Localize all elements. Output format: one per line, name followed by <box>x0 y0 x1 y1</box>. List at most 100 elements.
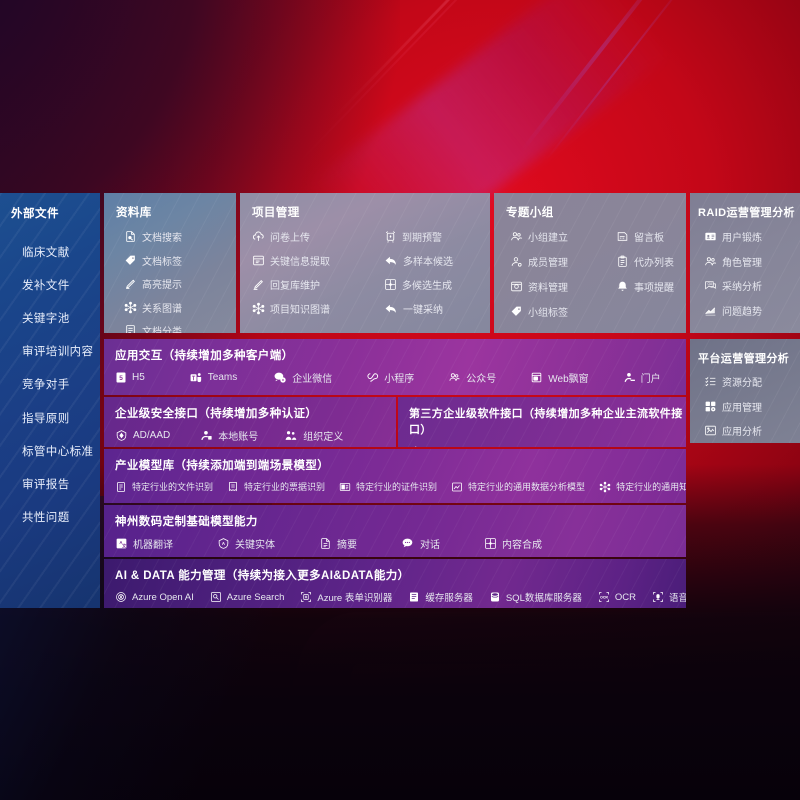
tile-application-analysis[interactable]: 应用分析 <box>704 423 800 438</box>
tile-material-management[interactable]: 资料管理 <box>510 279 616 294</box>
extract-window-icon <box>252 254 265 267</box>
tile-official-account[interactable]: 公众号 <box>448 370 496 385</box>
idcard-recognize-icon <box>339 481 351 493</box>
tile-summary[interactable]: 摘要 <box>319 536 357 551</box>
tile-local-account[interactable]: 本地账号 <box>200 428 258 443</box>
band-client-interaction: 应用交互（持续增加多种客户端） 5 H5 Teams 企业微信 小程序 公众号 <box>104 339 686 395</box>
tile-relation-graph[interactable]: 关系图谱 <box>124 300 236 315</box>
tile-label: 资源分配 <box>722 378 762 389</box>
tile-web-float-window[interactable]: Web飘窗 <box>530 370 589 385</box>
tile-key-info-extract[interactable]: 关键信息提取 <box>252 253 384 268</box>
tile-label: 一键采纳 <box>403 305 443 316</box>
tile-label: 特定行业的票据识别 <box>244 482 326 492</box>
tile-issue-trend[interactable]: 问题趋势 <box>704 303 800 318</box>
sidebar-item-competitors[interactable]: 竞争对手 <box>22 379 70 392</box>
panel-project-management: 项目管理 问卷上传 到期预警 点赞感谢 关键信息提取 多样本候选 <box>240 193 490 333</box>
trend-chart-icon <box>704 304 717 317</box>
panel-platform-list: 资源分配 应用管理 应用分析 <box>690 366 800 438</box>
tile-todo-list[interactable]: 代办列表 <box>616 254 686 269</box>
highlight-pen-icon <box>124 277 137 290</box>
tile-ocr[interactable]: OCR OCR <box>598 591 636 603</box>
tile-teams[interactable]: Teams <box>189 371 237 384</box>
graph-network-icon <box>124 301 137 314</box>
tile-org-definition[interactable]: 组织定义 <box>284 428 343 443</box>
id-card-icon <box>704 230 717 243</box>
bell-icon <box>616 280 629 293</box>
tile-questionnaire-upload[interactable]: 问卷上传 <box>252 229 384 244</box>
sidebar-item-common-issues[interactable]: 共性问题 <box>22 512 70 525</box>
reply-arrow-icon <box>384 254 398 267</box>
tile-message-board[interactable]: 留言板 <box>616 229 686 244</box>
tile-group-tag[interactable]: 小组标签 <box>510 304 616 319</box>
tile-label: 特定行业的通用知识图谱模型 <box>616 482 686 492</box>
sidebar-item-standards-center[interactable]: 标管中心标准 <box>22 445 94 458</box>
tile-knowledge-graph-model[interactable]: 特定行业的通用知识图谱模型 <box>599 480 686 493</box>
tile-document-classify[interactable]: 文档分类 <box>124 323 236 333</box>
app-grid-icon <box>704 400 717 413</box>
sidebar-item-review-training[interactable]: 审评培训内容 <box>22 346 94 359</box>
tile-multi-sample-candidate[interactable]: 多样本候选 <box>384 253 490 268</box>
svg-text:A: A <box>119 540 123 545</box>
tile-label: 代办列表 <box>634 258 674 269</box>
tile-user-training[interactable]: 用户锻炼 <box>704 229 800 244</box>
tile-label: 关键实体 <box>235 540 275 551</box>
tile-one-click-adopt[interactable]: 一键采纳 <box>384 301 490 316</box>
tile-api-auto-designer[interactable]: API自动化设计器 <box>409 444 503 447</box>
tile-file-recognition[interactable]: 特定行业的文件识别 <box>115 480 213 493</box>
tile-item-reminder[interactable]: 事项提醒 <box>616 279 686 294</box>
tile-azure-openai[interactable]: Azure Open AI <box>115 591 194 603</box>
tile-azure-search[interactable]: Azure Search <box>210 591 284 603</box>
tile-portal[interactable]: 门户 <box>623 370 661 385</box>
tile-label: 角色管理 <box>722 257 762 269</box>
tile-h5[interactable]: 5 H5 <box>115 371 145 384</box>
tile-document-search[interactable]: 文档搜索 <box>124 229 236 244</box>
tile-label: 成员管理 <box>528 258 568 269</box>
tile-document-tag[interactable]: 文档标签 <box>124 253 236 268</box>
tile-miniprogram[interactable]: 小程序 <box>366 370 414 385</box>
sidebar-item-guiding-principles[interactable]: 指导原则 <box>22 412 70 425</box>
sidebar-item-review-report[interactable]: 审评报告 <box>22 478 70 491</box>
tile-data-analysis-model[interactable]: 特定行业的通用数据分析模型 <box>451 480 585 493</box>
ocr-icon: OCR <box>598 591 610 603</box>
tile-multi-candidate-generate[interactable]: 多候选生成 <box>384 277 490 292</box>
tag-icon <box>510 305 523 318</box>
tile-sql-database-server[interactable]: SQL数据库服务器 <box>489 590 582 604</box>
tile-label: 内容合成 <box>502 540 542 551</box>
chat-bubble-icon <box>401 537 415 550</box>
tile-idcard-recognition[interactable]: 特定行业的证件识别 <box>339 480 437 493</box>
tile-speech-understanding[interactable]: 语音理解 <box>652 590 686 604</box>
sidebar-item-clinical-literature[interactable]: 临床文献 <box>22 246 70 259</box>
sidebar-item-supplement-files[interactable]: 发补文件 <box>22 279 70 292</box>
tile-key-entity[interactable]: A 关键实体 <box>217 536 275 551</box>
tile-content-synthesis[interactable]: 内容合成 <box>484 536 542 551</box>
tile-label: 项目知识图谱 <box>270 305 330 316</box>
tile-application-management[interactable]: 应用管理 <box>704 399 800 414</box>
tag-icon <box>124 254 137 267</box>
tile-ad-aad[interactable]: AD/AAD <box>115 429 170 442</box>
local-account-icon <box>200 429 213 442</box>
tile-due-alert[interactable]: 到期预警 <box>384 229 490 244</box>
tile-highlight-hint[interactable]: 高亮提示 <box>124 276 236 291</box>
tile-resource-allocation[interactable]: 资源分配 <box>704 374 800 389</box>
tile-group-create[interactable]: 小组建立 <box>510 229 616 244</box>
document-search-icon <box>124 230 137 243</box>
message-board-icon <box>616 230 629 243</box>
tile-dcits-dialog[interactable]: 对话 <box>401 536 440 551</box>
band-third-party-api: 第三方企业级软件接口（持续增加多种企业主流软件接口） API自动化设计器 <box>398 397 686 447</box>
tile-receipt-recognition[interactable]: 特定行业的票据识别 <box>227 480 325 493</box>
tile-role-management[interactable]: 角色管理 <box>704 254 800 269</box>
tile-label: 到期预警 <box>402 233 442 244</box>
tile-adoption-analysis[interactable]: QA 采纳分析 <box>704 278 800 293</box>
clipboard-icon <box>616 255 629 268</box>
tile-member-management[interactable]: 成员管理 <box>510 254 616 269</box>
tile-cache-server[interactable]: 缓存服务器 <box>408 590 473 604</box>
openai-icon <box>115 591 127 603</box>
tile-project-knowledge-graph[interactable]: 项目知识图谱 <box>252 301 384 316</box>
tile-label: 应用管理 <box>722 402 762 414</box>
tile-wechat-work[interactable]: 企业微信 <box>273 370 332 385</box>
tile-reply-library-maintain[interactable]: 回复库维护 <box>252 277 384 292</box>
tile-azure-form-recognizer[interactable]: Azure 表单识别器 <box>300 590 392 604</box>
sidebar-item-keyword-pool[interactable]: 关键字池 <box>22 312 70 325</box>
tile-label: 公众号 <box>466 374 497 385</box>
